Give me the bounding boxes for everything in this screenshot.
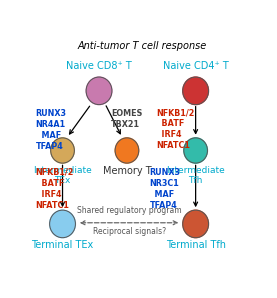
Circle shape (183, 210, 209, 238)
Text: TFAP4: TFAP4 (36, 142, 63, 151)
Circle shape (183, 77, 209, 105)
Text: BATF: BATF (156, 119, 184, 128)
Text: Intermediate
Tfh: Intermediate Tfh (166, 166, 225, 185)
Text: NFKB1/2: NFKB1/2 (156, 108, 194, 117)
Text: RUNX3: RUNX3 (36, 109, 67, 118)
Circle shape (50, 210, 75, 238)
Circle shape (51, 138, 74, 163)
Text: NFKB1/2: NFKB1/2 (36, 168, 74, 177)
Text: TBX21: TBX21 (111, 120, 140, 129)
Text: EOMES: EOMES (111, 109, 142, 118)
Text: Terminal TEx: Terminal TEx (31, 240, 94, 250)
Text: IRF4: IRF4 (36, 190, 61, 199)
Text: BATF: BATF (36, 179, 64, 188)
Text: Shared regulatory program: Shared regulatory program (77, 206, 181, 215)
Text: Intermediate
TEx: Intermediate TEx (33, 166, 92, 185)
Circle shape (184, 138, 207, 163)
Text: MAF: MAF (150, 190, 175, 199)
Text: Naive CD4⁺ T: Naive CD4⁺ T (163, 61, 229, 71)
Text: NR4A1: NR4A1 (36, 120, 66, 129)
Text: NFATC1: NFATC1 (156, 141, 190, 150)
Text: Terminal Tfh: Terminal Tfh (166, 240, 226, 250)
Circle shape (86, 77, 112, 105)
Text: TFAP4: TFAP4 (150, 201, 177, 210)
Text: NFATC1: NFATC1 (36, 201, 70, 210)
Text: RUNX3: RUNX3 (150, 168, 181, 177)
Text: Anti-tumor T cell response: Anti-tumor T cell response (77, 41, 207, 52)
Text: MAF: MAF (36, 131, 61, 140)
Text: Reciprocal signals?: Reciprocal signals? (93, 227, 166, 236)
Circle shape (115, 138, 139, 163)
Text: IRF4: IRF4 (156, 130, 181, 139)
Text: Naive CD8⁺ T: Naive CD8⁺ T (66, 61, 132, 71)
Text: Memory T: Memory T (102, 166, 151, 176)
Text: NR3C1: NR3C1 (150, 179, 179, 188)
